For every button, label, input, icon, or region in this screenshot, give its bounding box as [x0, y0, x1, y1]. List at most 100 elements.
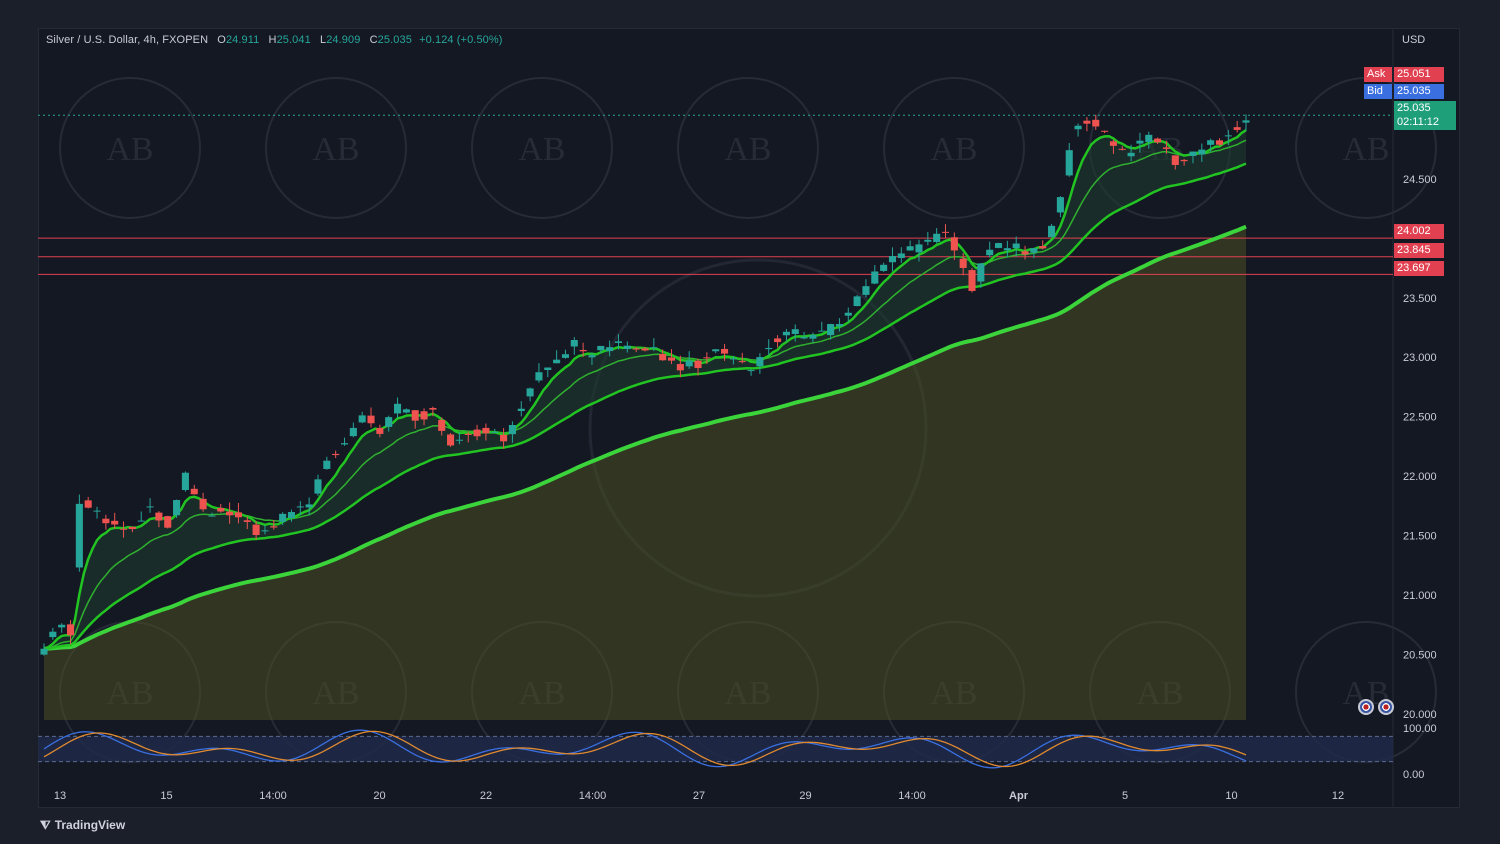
candle-body	[694, 360, 702, 368]
watermark-text: AB	[724, 131, 771, 168]
low-value: 24.909	[326, 34, 361, 46]
candle-body	[137, 520, 145, 522]
candle-body	[1127, 152, 1135, 157]
watermark-seal	[265, 77, 407, 219]
candle-body	[712, 349, 720, 352]
candle-body	[120, 528, 128, 530]
ask-label: Ask	[1364, 67, 1392, 82]
candle-body	[1242, 120, 1250, 123]
oscillator-d-line	[43, 730, 1247, 768]
candle-body	[1118, 148, 1126, 150]
last-price-tag: 25.035	[1394, 101, 1456, 116]
bid-label: Bid	[1364, 84, 1392, 99]
us-flag-icon[interactable]	[1378, 699, 1394, 715]
candle-body	[190, 488, 198, 495]
symbol-title[interactable]: Silver / U.S. Dollar, 4h, FXOPEN	[46, 34, 209, 46]
candle-body	[208, 515, 216, 517]
candle-body	[376, 428, 384, 434]
candle-body	[58, 624, 66, 628]
level-tag-2: 23.845	[1394, 243, 1444, 258]
candle-body	[75, 503, 83, 568]
candle-body	[1065, 150, 1073, 176]
candle-body	[305, 504, 313, 508]
x-tick-label: 12	[1332, 790, 1344, 802]
candle-body	[111, 520, 119, 525]
candle-body	[579, 349, 587, 352]
candle-body	[181, 472, 189, 491]
candle-body	[464, 433, 472, 435]
candle-body	[986, 249, 994, 256]
bar-countdown: 02:11:12	[1394, 115, 1456, 130]
currency-label[interactable]: USD	[1402, 34, 1426, 46]
candle-body	[667, 357, 676, 361]
candle-body	[173, 500, 181, 516]
candle-body	[270, 526, 278, 528]
candle-body	[950, 237, 958, 251]
candle-body	[941, 231, 950, 233]
x-tick-label: 10	[1225, 790, 1237, 802]
candle-body	[862, 286, 870, 295]
candle-body	[818, 330, 826, 332]
high-value: 25.041	[276, 34, 311, 46]
candle-body	[1021, 251, 1029, 255]
candle-body	[924, 239, 932, 242]
candle-body	[1039, 246, 1047, 249]
candle-body	[340, 443, 349, 445]
close-value: 25.035	[377, 34, 412, 46]
level-tag-1: 24.002	[1394, 224, 1444, 239]
candle-body	[1207, 140, 1215, 145]
candle-body	[234, 512, 242, 518]
candle-body	[526, 388, 534, 397]
candle-body	[508, 425, 516, 435]
candle-body	[1048, 225, 1056, 238]
x-tick-label: 13	[54, 790, 66, 802]
candle-body	[703, 357, 711, 359]
chart-canvas[interactable]: ABABABABABABABABABABABABABAB20.00020.500…	[38, 28, 1460, 808]
candle-body	[729, 358, 737, 360]
candle-body	[756, 357, 764, 367]
candle-body	[623, 345, 631, 350]
ask-price-tag: 25.051	[1394, 67, 1444, 82]
y-tick-label: 21.500	[1403, 531, 1437, 543]
candle-body	[279, 513, 287, 522]
change-value: +0.124 (+0.50%)	[419, 34, 503, 46]
candle-body	[1233, 127, 1241, 130]
candle-body	[844, 312, 852, 316]
y-tick-label: 22.500	[1403, 412, 1437, 424]
candle-body	[606, 347, 614, 352]
candle-body	[968, 270, 976, 291]
candle-body	[977, 263, 985, 282]
candle-body	[1224, 135, 1232, 137]
candle-body	[314, 479, 322, 494]
candle-body	[1083, 120, 1091, 124]
x-tick-label: 5	[1122, 790, 1128, 802]
candle-body	[791, 329, 799, 334]
symbol-header: Silver / U.S. Dollar, 4h, FXOPEN O24.911…	[46, 34, 503, 46]
candle-body	[1109, 141, 1117, 146]
high-label: H	[268, 34, 277, 46]
us-flag-icon[interactable]	[1358, 699, 1374, 715]
candle-body	[933, 233, 941, 242]
y-tick-label: 20.500	[1403, 650, 1437, 662]
cloud-area	[44, 226, 1246, 720]
moving-average-line	[43, 162, 1247, 651]
candle-body	[1154, 138, 1162, 143]
candle-body	[66, 624, 75, 636]
y-tick-label: 23.500	[1403, 293, 1437, 305]
tradingview-logo[interactable]: ⧨ TradingView	[40, 818, 125, 833]
candle-body	[765, 348, 773, 350]
logo-text: TradingView	[54, 818, 126, 832]
x-tick-label: 29	[799, 790, 811, 802]
watermark-text: AB	[1342, 131, 1389, 168]
level-tag-3: 23.697	[1394, 261, 1444, 276]
watermark-text: AB	[930, 131, 977, 168]
candle-body	[685, 360, 693, 367]
candle-body	[871, 271, 879, 284]
candle-body	[367, 415, 375, 424]
candle-body	[146, 506, 154, 508]
candle-body	[1092, 119, 1100, 127]
candle-body	[323, 460, 331, 469]
x-tick-label: 14:00	[259, 790, 287, 802]
candle-body	[287, 512, 296, 519]
candle-body	[1180, 159, 1188, 162]
